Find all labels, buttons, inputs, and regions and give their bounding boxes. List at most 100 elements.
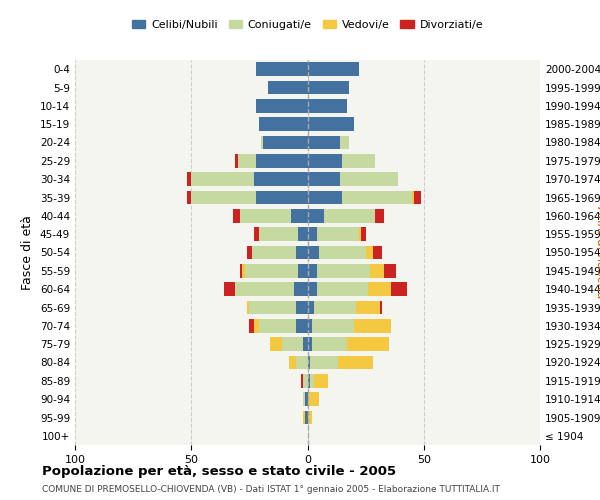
Bar <box>415 190 421 204</box>
Bar <box>308 264 317 278</box>
Bar <box>259 228 298 241</box>
Bar <box>261 136 263 149</box>
Text: COMUNE DI PREMOSELLO-CHIOVENDA (VB) - Dati ISTAT 1° gennaio 2005 - Elaborazione : COMUNE DI PREMOSELLO-CHIOVENDA (VB) - Da… <box>42 485 500 494</box>
Bar <box>308 319 312 332</box>
Bar <box>324 209 375 222</box>
Bar <box>254 319 259 332</box>
Bar <box>263 136 308 149</box>
Bar <box>317 264 370 278</box>
Bar <box>368 282 391 296</box>
Bar <box>256 190 308 204</box>
Bar <box>308 118 354 131</box>
Bar <box>380 300 382 314</box>
Bar <box>296 300 308 314</box>
Bar <box>308 209 324 222</box>
Bar <box>289 356 296 370</box>
Bar <box>291 209 308 222</box>
Bar <box>308 282 317 296</box>
Bar <box>303 338 308 351</box>
Bar <box>191 172 254 186</box>
Bar <box>343 190 412 204</box>
Bar <box>308 410 312 424</box>
Bar <box>256 99 308 112</box>
Bar <box>359 228 361 241</box>
Bar <box>375 209 384 222</box>
Bar <box>308 338 312 351</box>
Bar <box>238 154 256 168</box>
Bar <box>356 300 380 314</box>
Bar <box>245 264 298 278</box>
Text: Popolazione per età, sesso e stato civile - 2005: Popolazione per età, sesso e stato civil… <box>42 465 396 478</box>
Bar <box>305 410 308 424</box>
Bar <box>308 154 343 168</box>
Bar <box>308 374 310 388</box>
Bar <box>365 246 373 260</box>
Bar <box>384 264 396 278</box>
Bar <box>314 300 356 314</box>
Bar <box>319 246 365 260</box>
Bar <box>347 338 389 351</box>
Bar <box>259 118 308 131</box>
Bar <box>191 190 256 204</box>
Bar <box>310 374 314 388</box>
Bar <box>308 246 319 260</box>
Y-axis label: Fasce di età: Fasce di età <box>22 215 34 290</box>
Bar <box>314 374 328 388</box>
Bar <box>317 282 368 296</box>
Bar <box>308 136 340 149</box>
Bar <box>312 338 347 351</box>
Bar <box>308 80 349 94</box>
Bar <box>303 410 305 424</box>
Bar <box>308 99 347 112</box>
Bar <box>354 319 391 332</box>
Bar <box>256 154 308 168</box>
Bar <box>235 154 238 168</box>
Bar <box>305 392 308 406</box>
Bar <box>308 392 319 406</box>
Bar <box>308 228 317 241</box>
Bar <box>317 228 359 241</box>
Bar <box>361 228 365 241</box>
Bar <box>187 172 191 186</box>
Bar <box>250 319 254 332</box>
Bar <box>308 190 343 204</box>
Bar <box>254 172 308 186</box>
Bar <box>259 319 296 332</box>
Bar <box>301 374 303 388</box>
Bar <box>296 356 308 370</box>
Bar <box>391 282 407 296</box>
Bar <box>187 190 191 204</box>
Bar <box>308 356 310 370</box>
Bar <box>296 319 308 332</box>
Y-axis label: Anni di nascita: Anni di nascita <box>594 206 600 298</box>
Bar <box>240 264 242 278</box>
Bar <box>233 209 240 222</box>
Bar <box>303 392 305 406</box>
Bar <box>298 264 308 278</box>
Bar <box>303 374 308 388</box>
Bar <box>250 300 296 314</box>
Bar <box>271 338 282 351</box>
Bar <box>247 300 250 314</box>
Bar <box>338 356 373 370</box>
Bar <box>343 154 375 168</box>
Bar <box>254 228 259 241</box>
Bar <box>235 282 293 296</box>
Bar <box>282 338 303 351</box>
Legend: Celibi/Nubili, Coniugati/e, Vedovi/e, Divorziati/e: Celibi/Nubili, Coniugati/e, Vedovi/e, Di… <box>128 16 487 34</box>
Bar <box>373 246 382 260</box>
Bar <box>224 282 235 296</box>
Bar <box>268 80 308 94</box>
Bar <box>242 264 245 278</box>
Bar <box>256 62 308 76</box>
Bar <box>296 246 308 260</box>
Bar <box>298 228 308 241</box>
Bar <box>308 62 359 76</box>
Bar <box>308 172 340 186</box>
Bar <box>252 246 296 260</box>
Bar <box>308 300 314 314</box>
Bar <box>240 209 291 222</box>
Bar <box>412 190 415 204</box>
Bar <box>310 356 338 370</box>
Bar <box>340 136 349 149</box>
